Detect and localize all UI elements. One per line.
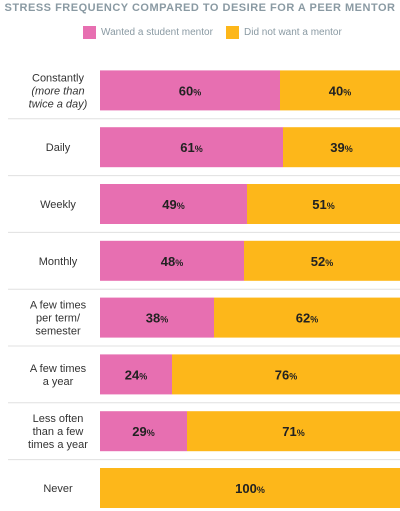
value-label-not-wanted: 71% (282, 424, 304, 439)
category-label: A few times a year (30, 363, 87, 388)
value-label-wanted: 61% (180, 140, 202, 155)
bar-not-wanted (247, 184, 400, 224)
value-label-wanted: 38% (146, 311, 168, 326)
value-label-wanted: 24% (125, 367, 147, 382)
legend-label-not-wanted: Did not want a mentor (244, 27, 342, 38)
bar-wanted (100, 184, 247, 224)
bar-wanted (100, 354, 172, 395)
value-label-not-wanted: 40% (329, 83, 351, 98)
value-label-wanted: 49% (162, 197, 184, 212)
value-label-not-wanted: 52% (311, 254, 333, 269)
bar-not-wanted (283, 127, 400, 168)
bar-wanted (100, 70, 280, 111)
category-label: Weekly (40, 199, 76, 211)
legend-swatch-wanted (83, 26, 96, 39)
legend-item-not-wanted: Did not want a mentor (226, 26, 342, 39)
bar-not-wanted (280, 70, 400, 111)
bar-not-wanted (172, 354, 400, 395)
category-label: Daily (46, 142, 71, 154)
bar-not-wanted (244, 240, 400, 281)
bar-wanted (100, 240, 244, 281)
value-label-not-wanted: 76% (275, 367, 297, 382)
bar-wanted (100, 297, 214, 338)
legend-item-wanted: Wanted a student mentor (83, 26, 213, 39)
bar-wanted (100, 411, 187, 452)
category-label: Monthly (39, 256, 78, 268)
value-label-wanted: 48% (161, 254, 183, 269)
bar-wanted (100, 127, 283, 168)
value-label-not-wanted: 100% (235, 481, 265, 496)
legend-swatch-not-wanted (226, 26, 239, 39)
category-label: Less often than a few times a year (28, 413, 88, 451)
value-label-wanted: 60% (179, 83, 201, 98)
category-label: Never (43, 483, 73, 495)
value-label-not-wanted: 51% (312, 197, 334, 212)
legend-label-wanted: Wanted a student mentor (101, 27, 213, 38)
legend: Wanted a student mentor Did not want a m… (0, 26, 400, 42)
category-label: A few times per term/semester (30, 300, 87, 338)
value-label-not-wanted: 39% (330, 140, 352, 155)
category-label: Constantly (more than twice a day) (29, 72, 88, 110)
value-label-wanted: 29% (132, 424, 154, 439)
chart-title: STRESS FREQUENCY COMPARED TO DESIRE FOR … (4, 2, 396, 14)
bar-not-wanted (187, 411, 400, 452)
bar-not-wanted (214, 297, 400, 338)
value-label-not-wanted: 62% (296, 311, 318, 326)
bar-not-wanted (100, 468, 400, 508)
